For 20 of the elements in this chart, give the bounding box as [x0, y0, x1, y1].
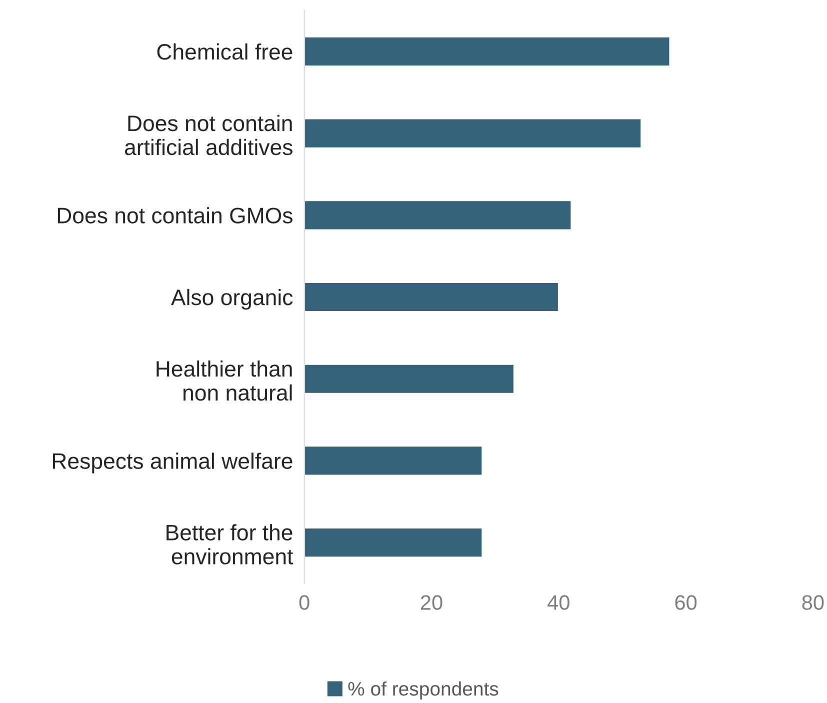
- bar: [304, 118, 642, 149]
- x-tick-label: 80: [802, 595, 824, 610]
- y-tick-label: Healthier than non natural: [156, 360, 292, 401]
- x-tick-label: 20: [420, 595, 442, 610]
- bar: [304, 36, 671, 67]
- bar: [304, 200, 572, 231]
- y-tick-label: Does not contain GMOs: [58, 207, 292, 224]
- x-tick-label: 40: [548, 595, 570, 610]
- x-tick-label: 0: [299, 595, 310, 610]
- bar: [304, 282, 560, 312]
- y-tick-label: Also organic: [170, 288, 293, 310]
- x-tick-label: 60: [675, 595, 697, 610]
- y-tick-label: Better for the environment: [166, 524, 294, 564]
- y-tick-label: Does not contain artificial additives: [124, 114, 292, 156]
- bar: [304, 445, 484, 476]
- y-tick-label: Respects animal welfare: [52, 452, 292, 474]
- legend-label: % of respondents: [348, 681, 498, 700]
- bar: [304, 527, 484, 558]
- bar: [304, 363, 515, 394]
- y-tick-label: Chemical free: [157, 43, 292, 60]
